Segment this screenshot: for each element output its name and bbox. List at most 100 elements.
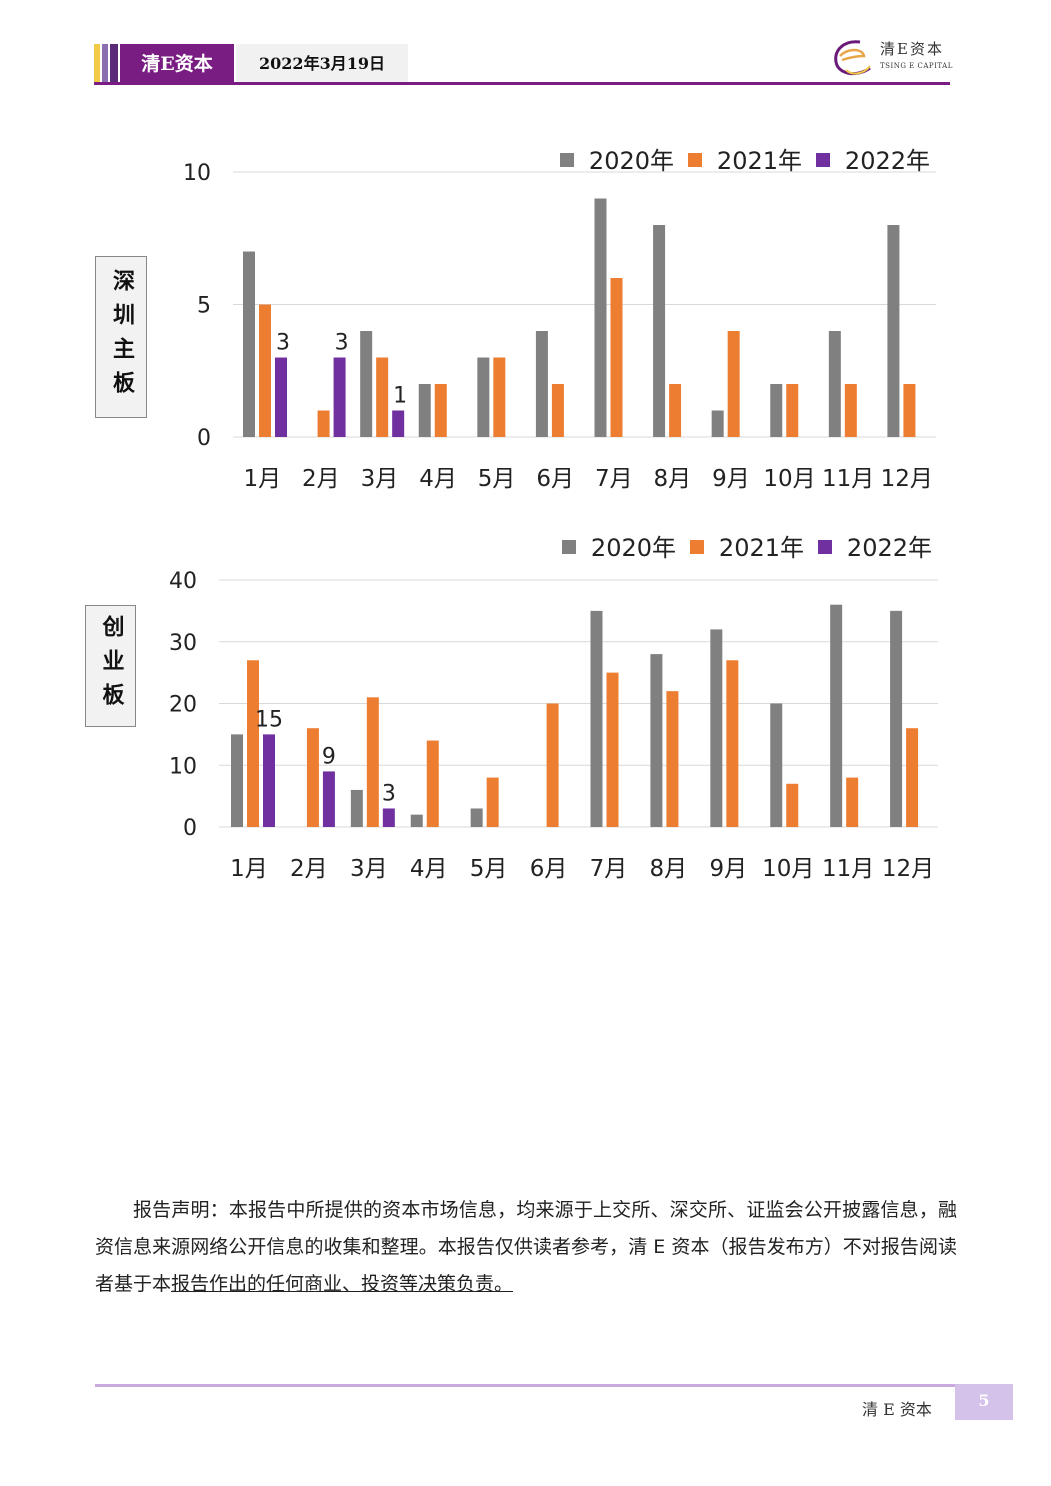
x-tick-label: 6月 (536, 466, 574, 492)
board-label-chinext: 创业板 (85, 605, 136, 727)
bar-2021年 (486, 777, 499, 827)
x-tick-label: 2月 (302, 466, 340, 492)
bar-2021年 (726, 660, 739, 827)
bar-2022年 (392, 410, 405, 437)
data-label: 3 (276, 331, 290, 356)
bar-2020年 (711, 410, 724, 437)
bar-2020年 (887, 225, 900, 437)
x-tick-label: 3月 (350, 856, 388, 882)
header-stripe-purple (110, 44, 118, 84)
bar-2022年 (322, 771, 335, 827)
x-tick-label: 3月 (361, 466, 399, 492)
bar-2021年 (669, 384, 682, 437)
x-tick-label: 7月 (590, 856, 628, 882)
legend-swatch (818, 540, 832, 554)
bar-2020年 (650, 654, 663, 827)
bar-2020年 (830, 604, 843, 827)
x-tick-label: 9月 (712, 466, 750, 492)
bar-2021年 (493, 357, 506, 437)
bar-2021年 (434, 384, 447, 437)
chart-chinext: 0 10 20 30 40 15 9 3 1月 2月 3月 4月 5月 6月 7月 8月 9月 10月 11月 12月… (169, 534, 938, 882)
x-tick-label: 10月 (763, 466, 815, 492)
footer-rule (95, 1384, 955, 1387)
bar-2021年 (376, 357, 389, 437)
data-label: 3 (335, 331, 349, 356)
legend-label: 2020年 (591, 534, 676, 562)
legend-swatch (690, 540, 704, 554)
bar-2022年 (333, 357, 346, 437)
y-tick-label: 20 (169, 693, 197, 718)
y-tick-label: 0 (197, 426, 211, 451)
bar-2021年 (606, 672, 619, 827)
logo-text-en: TSING E CAPITAL (880, 62, 953, 70)
bar-2020年 (535, 331, 548, 437)
page-number: 5 (955, 1384, 1013, 1420)
bar-2021年 (786, 384, 799, 437)
y-tick-label: 0 (183, 816, 197, 841)
x-tick-label: 12月 (882, 856, 934, 882)
board-label-sz-main-text: 深圳主板 (109, 269, 134, 405)
legend-label: 2022年 (845, 147, 930, 175)
legend-swatch (688, 153, 702, 167)
y-tick-label: 10 (169, 754, 197, 779)
board-label-sz-main: 深圳主板 (95, 256, 147, 418)
bar-2021年 (846, 777, 859, 827)
data-label: 1 (393, 384, 407, 409)
x-tick-label: 8月 (654, 466, 692, 492)
x-tick-label: 9月 (709, 856, 747, 882)
bar-2020年 (710, 629, 723, 827)
bar-2021年 (727, 331, 740, 437)
y-tick-label: 5 (197, 294, 211, 319)
legend-swatch (562, 540, 576, 554)
bar-2021年 (426, 740, 439, 827)
x-tick-label: 5月 (470, 856, 508, 882)
legend-label: 2021年 (717, 147, 802, 175)
board-label-chinext-text: 创业板 (98, 615, 124, 717)
header-date: 2022年3月19日 (236, 44, 408, 82)
x-tick-label: 1月 (243, 466, 281, 492)
x-tick-label: 8月 (650, 856, 688, 882)
bar-2021年 (610, 278, 623, 437)
x-tick-label: 10月 (762, 856, 814, 882)
bar-2021年 (903, 384, 916, 437)
x-tick-label: 1月 (230, 856, 268, 882)
footer-brand: 清 E 资本 (862, 1400, 932, 1419)
bar-2020年 (770, 703, 783, 827)
bar-2022年 (275, 357, 287, 437)
x-tick-label: 2月 (290, 856, 328, 882)
bar-2020年 (350, 789, 363, 827)
bar-2020年 (653, 225, 666, 437)
bar-2021年 (247, 660, 259, 827)
bar-2021年 (786, 783, 799, 827)
bar-2021年 (546, 703, 559, 827)
bar-2020年 (594, 198, 607, 437)
disclaimer-underlined: 报告作出的任何商业、投资等决策负责。 (171, 1273, 514, 1295)
header-brand: 清E资本 (120, 44, 234, 84)
bar-2020年 (477, 357, 490, 437)
bar-2020年 (418, 384, 431, 437)
x-tick-label: 11月 (822, 856, 874, 882)
y-tick-label: 40 (169, 569, 197, 594)
bar-2020年 (828, 331, 841, 437)
brand-logo-icon (834, 40, 871, 76)
bar-2021年 (366, 697, 379, 827)
bar-2020年 (890, 610, 903, 827)
x-tick-label: 7月 (595, 466, 633, 492)
bar-2022年 (382, 808, 395, 827)
data-label: 15 (255, 707, 283, 732)
bar-2022年 (263, 734, 275, 827)
bar-2020年 (470, 808, 483, 827)
x-tick-label: 12月 (881, 466, 933, 492)
bar-2021年 (551, 384, 564, 437)
disclaimer-text: 报告声明：本报告中所提供的资本市场信息，均来源于上交所、深交所、证监会公开披露信… (95, 1199, 957, 1295)
bar-2021年 (666, 691, 679, 827)
data-label: 3 (382, 781, 396, 806)
legend-label: 2020年 (589, 147, 674, 175)
legend-swatch (816, 153, 830, 167)
y-tick-label: 30 (169, 631, 197, 656)
disclaimer-paragraph: 报告声明：本报告中所提供的资本市场信息，均来源于上交所、深交所、证监会公开披露信… (95, 1192, 957, 1303)
x-tick-label: 4月 (419, 466, 457, 492)
x-tick-label: 5月 (478, 466, 516, 492)
bar-2020年 (231, 734, 243, 827)
